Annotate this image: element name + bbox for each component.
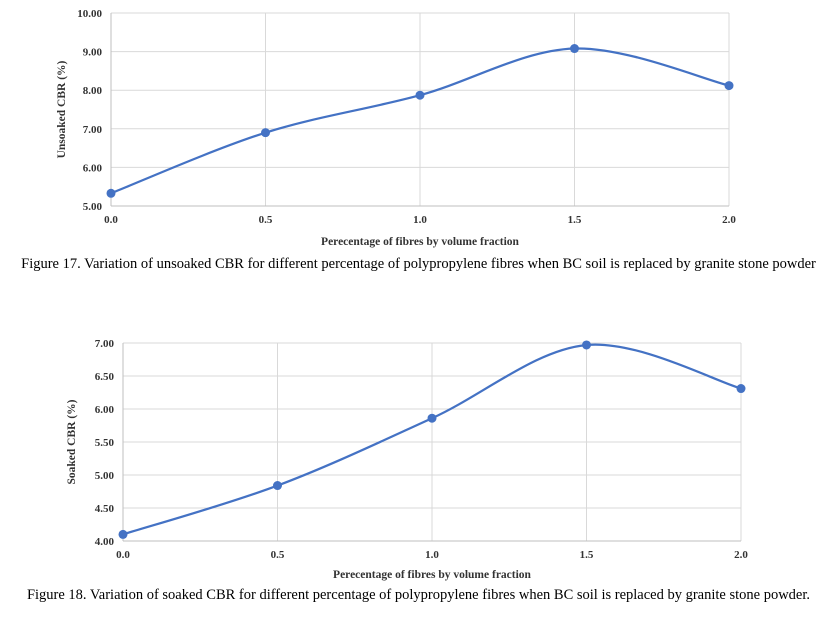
y-tick-label: 6.50 bbox=[95, 371, 115, 383]
y-tick-label: 6.00 bbox=[83, 162, 103, 174]
y-axis-title: Unsoaked CBR (%) bbox=[56, 60, 68, 158]
data-point bbox=[118, 529, 128, 539]
x-tick-label: 0.5 bbox=[271, 549, 285, 561]
x-tick-label: 0.0 bbox=[104, 214, 118, 226]
data-point bbox=[427, 413, 437, 423]
y-tick-label: 4.50 bbox=[95, 503, 115, 515]
x-axis-title: Perecentage of fibres by volume fraction bbox=[321, 236, 520, 248]
y-tick-label: 6.00 bbox=[95, 404, 115, 416]
y-tick-label: 10.00 bbox=[77, 8, 102, 20]
gridlines bbox=[111, 12, 730, 206]
soaked-cbr-chart: 4.00 4.50 5.00 5.50 6.00 6.50 7.00 0.0 0.5 1.0 1.5… bbox=[66, 338, 748, 581]
unsoaked-cbr-chart: 5.00 6.00 7.00 8.00 9.00 10.00 0.0 0.5 1.0 1.5 2.0… bbox=[56, 8, 736, 248]
data-point bbox=[106, 188, 116, 198]
y-tick-label: 7.00 bbox=[95, 338, 115, 350]
chart-figure-17: 5.00 6.00 7.00 8.00 9.00 10.00 0.0 0.5 1.0 1.5 2.0… bbox=[0, 0, 837, 300]
y-tick-label: 9.00 bbox=[83, 47, 103, 59]
figure-18-caption: Figure 18. Variation of soaked CBR for d… bbox=[26, 587, 811, 603]
data-point bbox=[273, 481, 282, 491]
y-tick-label: 5.00 bbox=[95, 470, 115, 482]
x-tick-label: 1.5 bbox=[580, 549, 594, 561]
x-tick-label: 1.0 bbox=[413, 214, 427, 226]
data-point bbox=[261, 128, 270, 138]
y-tick-label: 5.50 bbox=[95, 437, 115, 449]
y-tick-label: 7.00 bbox=[83, 124, 103, 136]
x-tick-label: 1.5 bbox=[568, 214, 582, 226]
figure-17-caption: Figure 17. Variation of unsoaked CBR for… bbox=[21, 256, 816, 272]
data-point bbox=[582, 340, 591, 350]
y-tick-label: 8.00 bbox=[83, 85, 103, 97]
x-tick-label: 2.0 bbox=[734, 549, 748, 561]
chart-figure-18: 4.00 4.50 5.00 5.50 6.00 6.50 7.00 0.0 0.5 1.0 1.5… bbox=[0, 330, 837, 633]
data-point bbox=[415, 90, 425, 100]
data-point bbox=[570, 44, 579, 54]
gridlines bbox=[123, 342, 742, 541]
y-axis-title: Soaked CBR (%) bbox=[66, 399, 78, 484]
x-axis-title: Perecentage of fibres by volume fraction bbox=[333, 569, 532, 581]
data-point bbox=[736, 384, 746, 394]
data-point bbox=[724, 81, 734, 91]
y-tick-label: 4.00 bbox=[95, 536, 115, 548]
y-tick-label: 5.00 bbox=[83, 201, 103, 213]
x-tick-label: 1.0 bbox=[425, 549, 439, 561]
x-tick-label: 0.5 bbox=[259, 214, 273, 226]
x-tick-label: 2.0 bbox=[722, 214, 736, 226]
x-tick-label: 0.0 bbox=[116, 549, 130, 561]
